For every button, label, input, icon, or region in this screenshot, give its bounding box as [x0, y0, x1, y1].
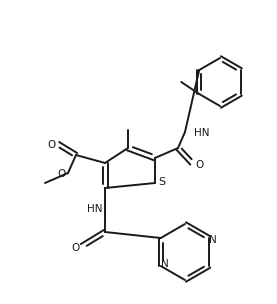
Text: HN: HN [194, 128, 209, 138]
Text: S: S [158, 177, 166, 187]
Text: O: O [48, 140, 56, 150]
Text: O: O [195, 160, 203, 170]
Text: HN: HN [87, 204, 103, 214]
Text: N: N [209, 235, 217, 245]
Text: N: N [161, 259, 169, 269]
Text: O: O [57, 169, 65, 179]
Text: O: O [72, 243, 80, 253]
